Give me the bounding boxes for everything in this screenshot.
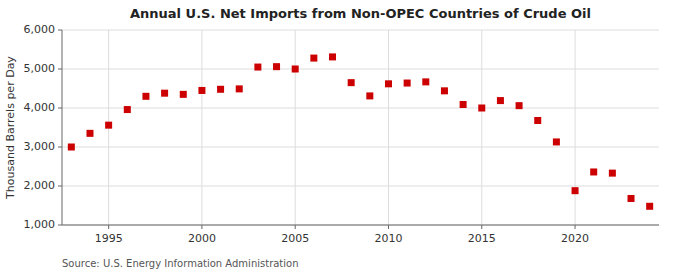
y-tick <box>58 30 62 31</box>
point <box>609 170 616 177</box>
y-axis-line <box>62 30 63 225</box>
x-tick-label: 2010 <box>374 232 402 245</box>
point <box>516 102 523 109</box>
y-grid-line <box>62 147 659 148</box>
y-tick-label: 5,000 <box>24 62 56 75</box>
point <box>310 55 317 62</box>
point <box>646 203 653 210</box>
chart-svg: 1,000 2,000 3,000 4,000 5,000 6,000 1995 2000 20… <box>0 0 675 275</box>
y-grid-line <box>62 186 659 187</box>
x-tick <box>481 225 482 229</box>
x-tick <box>108 225 109 229</box>
x-tick-label: 1995 <box>95 232 123 245</box>
point <box>497 97 504 104</box>
point <box>329 53 336 60</box>
x-tick <box>575 225 576 229</box>
x-tick <box>388 225 389 229</box>
point <box>161 90 168 97</box>
x-tick-label: 2000 <box>188 232 216 245</box>
y-tick <box>58 108 62 109</box>
point <box>254 64 261 71</box>
points <box>68 53 653 209</box>
point <box>236 85 243 92</box>
point <box>198 87 205 94</box>
point <box>124 106 131 113</box>
x-grid-line <box>295 30 296 225</box>
y-tick <box>58 225 62 226</box>
point <box>422 78 429 85</box>
axes: 1,000 2,000 3,000 4,000 5,000 6,000 1995 2000 20… <box>24 23 660 245</box>
y-axis-label: Thousand Barrels per Day <box>4 56 17 200</box>
point <box>366 92 373 99</box>
point <box>441 87 448 94</box>
background <box>0 0 675 275</box>
point <box>142 93 149 100</box>
x-tick-label: 2015 <box>468 232 496 245</box>
point <box>478 105 485 112</box>
y-grid-line <box>62 225 659 226</box>
x-tick <box>201 225 202 229</box>
point <box>572 187 579 194</box>
annotation: Source: U.S. Energy Information Administ… <box>62 258 299 269</box>
y-tick <box>58 69 62 70</box>
chart-container: 1,000 2,000 3,000 4,000 5,000 6,000 1995 2000 20… <box>0 0 675 275</box>
y-tick <box>58 186 62 187</box>
point <box>553 138 560 145</box>
y-tick-label: 4,000 <box>24 101 56 114</box>
y-tick-label: 2,000 <box>24 179 56 192</box>
y-tick-label: 6,000 <box>24 23 56 36</box>
x-axis-line <box>62 225 659 226</box>
y-tick <box>58 147 62 148</box>
x-grid-line <box>481 30 482 225</box>
x-tick-label: 2020 <box>561 232 589 245</box>
point <box>628 195 635 202</box>
y-tick-label: 3,000 <box>24 140 56 153</box>
point <box>273 63 280 70</box>
x-tick <box>295 225 296 229</box>
x-grid-line <box>201 30 202 225</box>
point <box>385 80 392 87</box>
point <box>460 101 467 108</box>
point <box>105 122 112 129</box>
point <box>292 66 299 73</box>
x-grid-line <box>388 30 389 225</box>
point <box>404 80 411 87</box>
point <box>217 86 224 93</box>
grid <box>62 30 659 225</box>
y-grid-line <box>62 30 659 31</box>
point <box>534 117 541 124</box>
point <box>590 168 597 175</box>
point <box>180 91 187 98</box>
x-tick-label: 2005 <box>281 232 309 245</box>
point <box>86 130 93 137</box>
title: Annual U.S. Net Imports from Non-OPEC Co… <box>130 6 591 21</box>
point <box>348 79 355 86</box>
x-grid-line <box>575 30 576 225</box>
y-tick-label: 1,000 <box>24 218 56 231</box>
point <box>68 144 75 151</box>
y-grid-line <box>62 69 659 70</box>
y-grid-line <box>62 108 659 109</box>
